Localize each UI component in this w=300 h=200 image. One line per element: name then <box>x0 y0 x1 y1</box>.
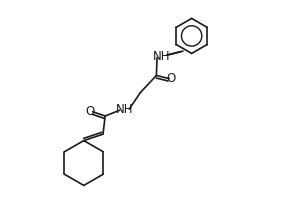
Text: NH: NH <box>153 50 170 63</box>
Text: O: O <box>167 72 176 85</box>
Text: NH: NH <box>116 103 133 116</box>
Text: O: O <box>85 105 95 118</box>
